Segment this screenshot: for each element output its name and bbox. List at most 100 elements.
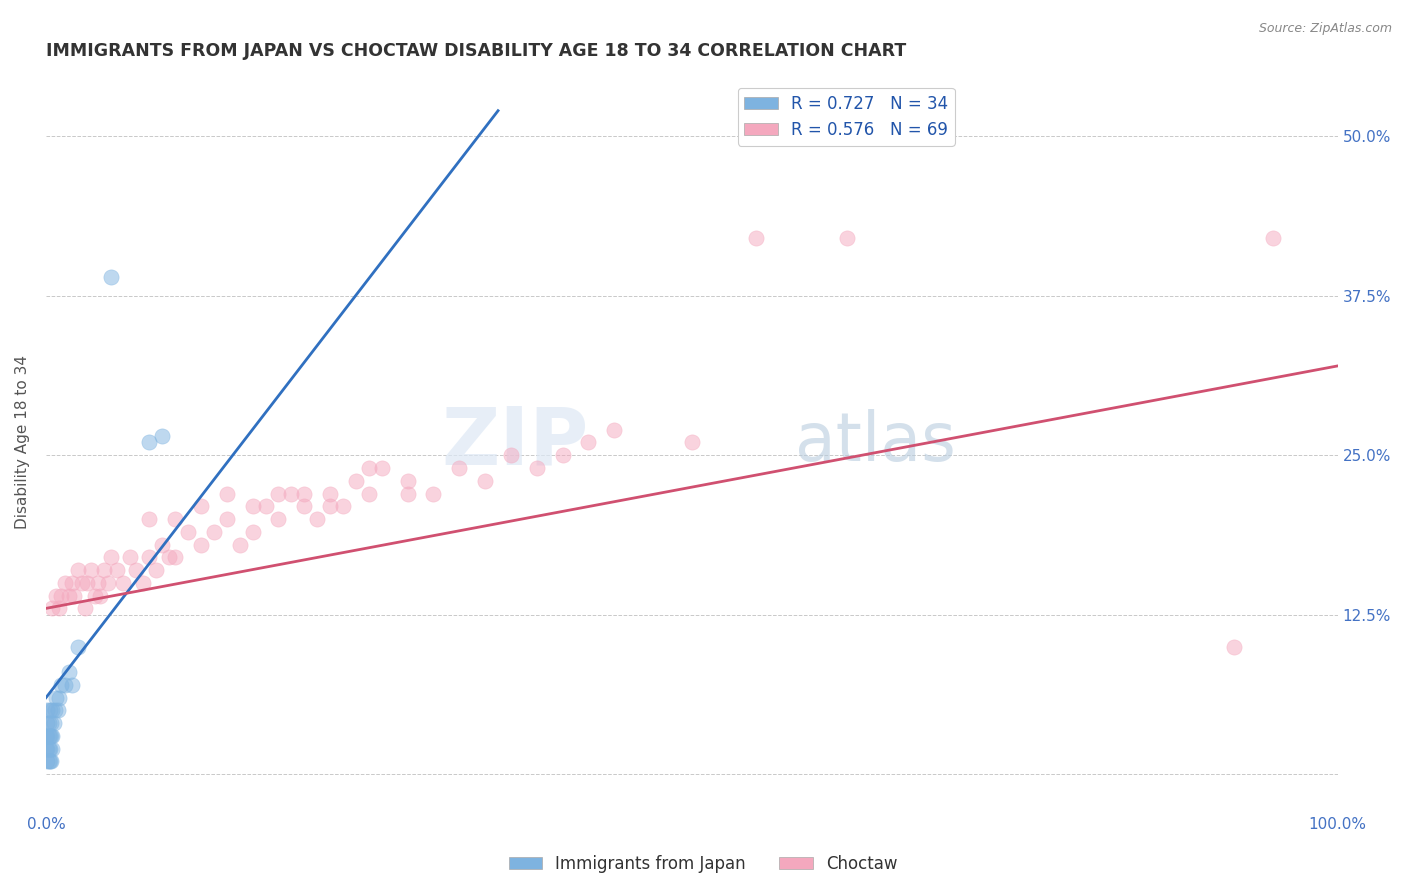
Point — [118, 550, 141, 565]
Legend: R = 0.727   N = 34, R = 0.576   N = 69: R = 0.727 N = 34, R = 0.576 N = 69 — [738, 88, 955, 145]
Point — [89, 589, 111, 603]
Point — [319, 500, 342, 514]
Point — [100, 269, 122, 284]
Point — [292, 500, 315, 514]
Point — [474, 474, 496, 488]
Point — [41, 729, 63, 743]
Point — [58, 589, 80, 603]
Point — [190, 538, 212, 552]
Point — [51, 589, 73, 603]
Y-axis label: Disability Age 18 to 34: Disability Age 18 to 34 — [15, 356, 30, 530]
Point — [60, 678, 83, 692]
Point — [76, 575, 98, 590]
Point — [307, 512, 329, 526]
Point — [38, 703, 60, 717]
Point — [371, 461, 394, 475]
Point — [41, 703, 63, 717]
Text: Source: ZipAtlas.com: Source: ZipAtlas.com — [1258, 22, 1392, 36]
Point — [681, 435, 703, 450]
Point — [449, 461, 471, 475]
Point — [396, 474, 419, 488]
Point — [150, 538, 173, 552]
Point — [145, 563, 167, 577]
Point — [242, 524, 264, 539]
Point — [150, 429, 173, 443]
Point — [48, 601, 70, 615]
Point — [38, 755, 60, 769]
Point — [37, 729, 59, 743]
Point — [35, 729, 58, 743]
Point — [280, 486, 302, 500]
Point — [177, 524, 200, 539]
Point — [93, 563, 115, 577]
Point — [603, 423, 626, 437]
Point — [67, 640, 90, 654]
Point — [86, 575, 108, 590]
Point — [578, 435, 600, 450]
Point — [58, 665, 80, 680]
Point — [44, 703, 66, 717]
Point — [190, 500, 212, 514]
Point — [80, 563, 103, 577]
Point — [45, 690, 67, 705]
Point — [112, 575, 135, 590]
Point — [138, 512, 160, 526]
Point — [35, 741, 58, 756]
Point — [835, 231, 858, 245]
Point — [202, 524, 225, 539]
Point — [138, 550, 160, 565]
Point — [332, 500, 354, 514]
Point — [551, 448, 574, 462]
Point — [60, 575, 83, 590]
Point — [38, 716, 60, 731]
Point — [53, 678, 76, 692]
Point — [138, 435, 160, 450]
Point — [39, 729, 62, 743]
Point — [37, 716, 59, 731]
Point — [45, 589, 67, 603]
Point — [357, 461, 380, 475]
Point — [46, 703, 69, 717]
Point — [97, 575, 120, 590]
Point — [67, 563, 90, 577]
Point — [228, 538, 250, 552]
Point — [526, 461, 548, 475]
Point — [499, 448, 522, 462]
Point — [70, 575, 93, 590]
Point — [38, 741, 60, 756]
Point — [165, 550, 187, 565]
Point — [38, 729, 60, 743]
Point — [38, 741, 60, 756]
Legend: Immigrants from Japan, Choctaw: Immigrants from Japan, Choctaw — [502, 848, 904, 880]
Point — [267, 512, 290, 526]
Point — [48, 690, 70, 705]
Point — [344, 474, 367, 488]
Point — [422, 486, 444, 500]
Point — [215, 512, 238, 526]
Point — [41, 601, 63, 615]
Point — [1223, 640, 1246, 654]
Point — [41, 741, 63, 756]
Point — [37, 755, 59, 769]
Point — [38, 729, 60, 743]
Point — [745, 231, 768, 245]
Point — [215, 486, 238, 500]
Point — [105, 563, 128, 577]
Point — [292, 486, 315, 500]
Point — [132, 575, 155, 590]
Point — [42, 716, 65, 731]
Point — [242, 500, 264, 514]
Point — [39, 716, 62, 731]
Point — [357, 486, 380, 500]
Point — [84, 589, 107, 603]
Point — [53, 575, 76, 590]
Point — [125, 563, 148, 577]
Point — [51, 678, 73, 692]
Point — [319, 486, 342, 500]
Text: ZIP: ZIP — [441, 403, 589, 482]
Point — [254, 500, 277, 514]
Point — [38, 755, 60, 769]
Point — [157, 550, 180, 565]
Point — [37, 741, 59, 756]
Point — [63, 589, 86, 603]
